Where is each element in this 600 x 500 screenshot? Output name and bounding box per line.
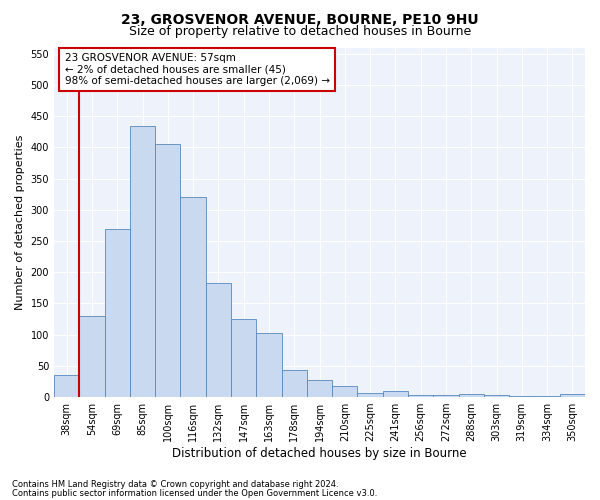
Bar [181, 198, 206, 397]
Bar [307, 380, 332, 397]
Text: Contains public sector information licensed under the Open Government Licence v3: Contains public sector information licen… [12, 489, 377, 498]
Bar [484, 395, 509, 397]
Bar [383, 391, 408, 397]
Bar [281, 370, 307, 397]
Text: 23 GROSVENOR AVENUE: 57sqm
← 2% of detached houses are smaller (45)
98% of semi-: 23 GROSVENOR AVENUE: 57sqm ← 2% of detac… [65, 52, 329, 86]
Bar [104, 228, 130, 397]
Bar [433, 395, 458, 397]
Text: Contains HM Land Registry data © Crown copyright and database right 2024.: Contains HM Land Registry data © Crown c… [12, 480, 338, 489]
Y-axis label: Number of detached properties: Number of detached properties [15, 134, 25, 310]
Bar [256, 333, 281, 397]
Bar [206, 283, 231, 397]
Bar [358, 392, 383, 397]
Bar [509, 396, 535, 397]
Bar [79, 316, 104, 397]
Bar [535, 396, 560, 397]
Text: Size of property relative to detached houses in Bourne: Size of property relative to detached ho… [129, 25, 471, 38]
Bar [54, 375, 79, 397]
Bar [231, 319, 256, 397]
X-axis label: Distribution of detached houses by size in Bourne: Distribution of detached houses by size … [172, 447, 467, 460]
Text: 23, GROSVENOR AVENUE, BOURNE, PE10 9HU: 23, GROSVENOR AVENUE, BOURNE, PE10 9HU [121, 12, 479, 26]
Bar [332, 386, 358, 397]
Bar [408, 395, 433, 397]
Bar [560, 394, 585, 397]
Bar [130, 126, 155, 397]
Bar [458, 394, 484, 397]
Bar [155, 144, 181, 397]
